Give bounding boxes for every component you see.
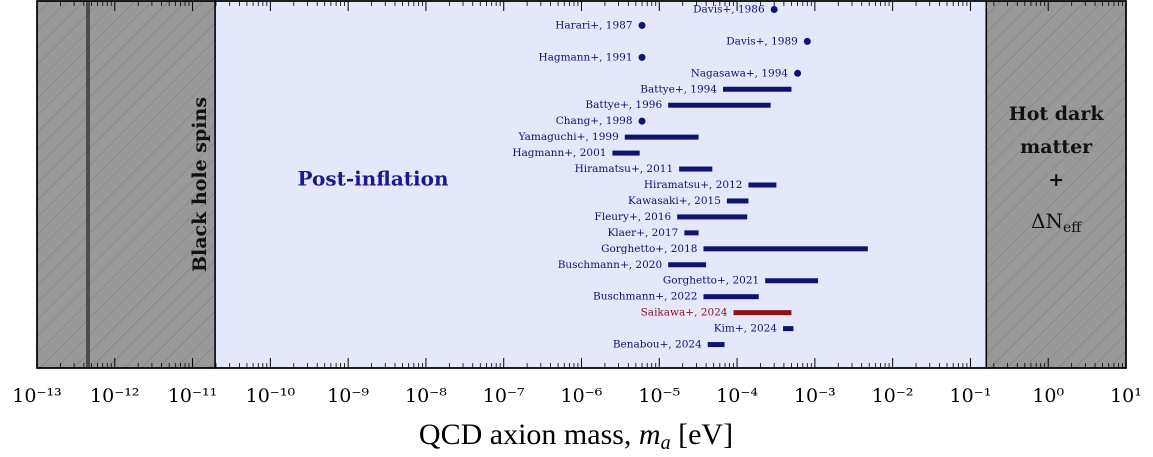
entry-label: Battye+, 1994: [640, 83, 717, 95]
entry-label: Fleury+, 2016: [594, 211, 671, 223]
region: [214, 0, 988, 369]
x-tick-label: 10⁻⁸: [405, 385, 447, 407]
range-bar: [707, 342, 725, 348]
x-tick-label: 10⁻¹: [950, 385, 992, 407]
entry-label: Benabou+, 2024: [613, 339, 702, 351]
entry-label: Chang+, 1998: [556, 115, 633, 127]
range-bar: [612, 150, 640, 156]
math-main: ΔN: [1031, 209, 1063, 233]
x-label-unit: [eV]: [671, 418, 733, 451]
x-tick-label: 10¹: [1110, 385, 1142, 407]
range-bar: [726, 198, 749, 204]
entry-label: Battye+, 1996: [585, 99, 662, 111]
x-tick-label: 10⁻⁴: [716, 385, 758, 407]
point: [638, 53, 646, 61]
range-bar: [677, 214, 748, 220]
x-label-sub: a: [661, 432, 671, 454]
region-label: matter: [1020, 136, 1093, 158]
entry-label: Davis+, 1989: [726, 35, 798, 47]
range-bar: [679, 166, 713, 172]
entry-label: Hagmann+, 2001: [512, 147, 606, 159]
range-bar: [668, 262, 707, 268]
entry-label: Buschmann+, 2022: [593, 291, 697, 303]
range-bar: [723, 86, 792, 92]
range-bar: [624, 134, 699, 140]
region: [985, 0, 1127, 369]
entry-label: Gorghetto+, 2021: [663, 275, 759, 287]
point: [638, 117, 646, 125]
x-tick-label: 10⁰: [1032, 385, 1064, 407]
x-tick-label: 10⁻⁵: [638, 385, 680, 407]
x-axis-label: QCD axion mass, ma [eV]: [419, 418, 733, 454]
entry-label: Hiramatsu+, 2012: [644, 179, 743, 191]
point: [638, 21, 646, 29]
point: [794, 69, 802, 77]
x-tick-label: 10⁻¹⁰: [246, 385, 296, 407]
regions: Black hole spins Post-inflation Hot dark ma…: [36, 0, 1127, 369]
x-tick-label: 10⁻¹¹: [168, 385, 217, 407]
entry-label: Klaer+, 2017: [607, 227, 678, 239]
x-label-text: QCD axion mass,: [419, 418, 639, 451]
region-label-math: ΔNeff: [1031, 209, 1082, 237]
marks: Davis+, 1986 Harari+, 1987 Davis+, 1989 Hag…: [512, 3, 868, 351]
range-bar: [765, 278, 819, 284]
range-bar: [783, 326, 794, 332]
range-bar: [748, 182, 777, 188]
entry-label: Harari+, 1987: [555, 19, 632, 31]
x-tick-label: 10⁻⁹: [327, 385, 369, 407]
x-tick-label: 10⁻³: [794, 385, 836, 407]
point: [770, 5, 778, 13]
point: [803, 37, 811, 45]
x-tick-label: 10⁻²: [872, 385, 914, 407]
entry-label: Kim+, 2024: [714, 323, 778, 335]
region-label: +: [1048, 169, 1064, 191]
math-sub: eff: [1063, 220, 1082, 236]
range-bar: [668, 102, 771, 108]
entry-label: Kawasaki+, 2015: [628, 195, 721, 207]
entry-label: Hiramatsu+, 2011: [575, 163, 674, 175]
x-tick-label: 10⁻⁷: [483, 385, 525, 407]
entry-label: Yamaguchi+, 1999: [517, 131, 618, 143]
entry-label: Gorghetto+, 2018: [601, 243, 697, 255]
region-label: Post-inflation: [298, 167, 449, 191]
range-bar: [703, 246, 868, 252]
entry-label: Nagasawa+, 1994: [691, 67, 789, 79]
range-bar: [703, 294, 759, 300]
region: [36, 0, 216, 369]
entry-label: Buschmann+, 2020: [558, 259, 662, 271]
x-label-var: m: [639, 418, 661, 451]
region-label: Black hole spins: [189, 97, 211, 272]
range-bar: [684, 230, 699, 236]
x-tick-label: 10⁻⁶: [561, 385, 603, 407]
range-bar: [733, 310, 792, 316]
entry-label: Davis+, 1986: [693, 3, 765, 15]
entry-label: Hagmann+, 1991: [538, 51, 632, 63]
region-label: Hot dark: [1009, 103, 1105, 125]
entry-label: Saikawa+, 2024: [641, 307, 728, 319]
x-tick-label: 10⁻¹³: [12, 385, 61, 407]
x-tick-label: 10⁻¹²: [90, 385, 139, 407]
